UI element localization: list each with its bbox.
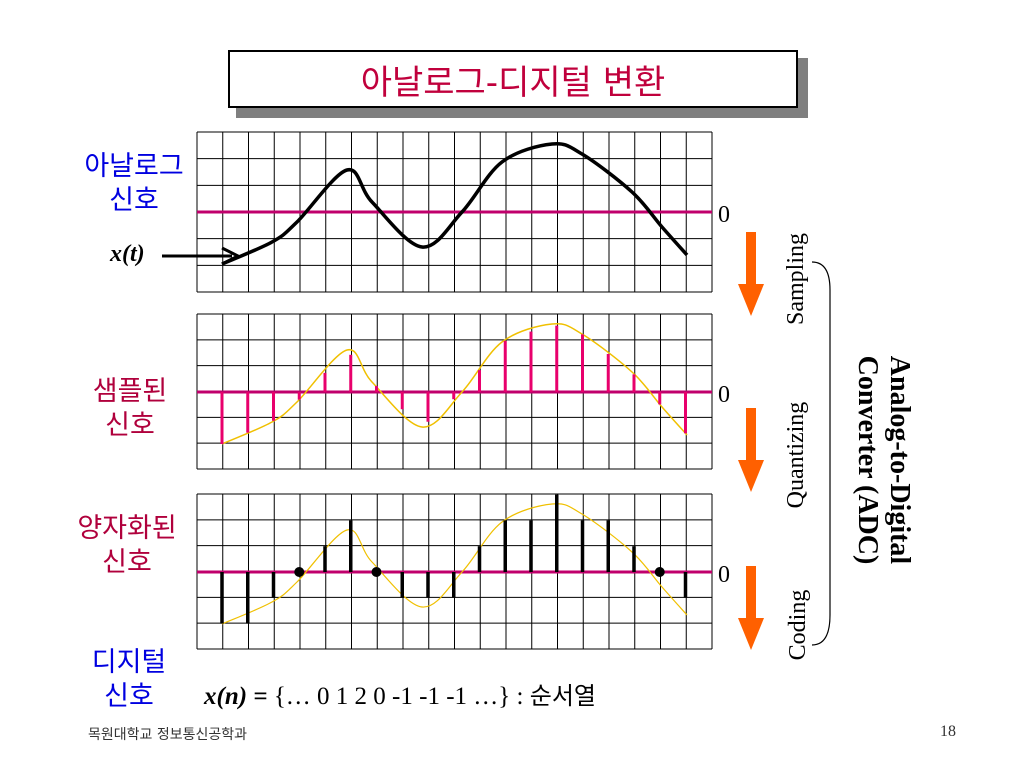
sampled-reference-curve: [221, 322, 688, 445]
xt-arrow-head: [221, 246, 242, 266]
arrow-shaft: [746, 408, 756, 462]
digital-label-line1: 디지털: [91, 647, 167, 678]
zero-label-sampled: 0: [718, 382, 730, 408]
arrow-head: [738, 618, 764, 650]
zero-label-quantized: 0: [718, 562, 730, 588]
process-arrow-2: [738, 408, 764, 492]
page-number: 18: [940, 723, 956, 740]
sequence-lhs: x(n) =: [204, 683, 268, 710]
arrow-shaft: [746, 566, 756, 620]
process-arrow-1: [738, 232, 764, 316]
analog-curve: [221, 141, 689, 266]
sequence-suffix: 순서열: [529, 682, 596, 710]
digital-signal-label: 디지털 신호: [54, 646, 204, 714]
sequence-line: x(n) = {… 0 1 2 0 -1 -1 -1 …} : 순서열: [204, 676, 596, 711]
quantized-signal-label: 양자화된 신호: [52, 512, 202, 580]
adc-brace: [811, 261, 831, 646]
signal-curves: [162, 141, 689, 625]
analog-label-line1: 아날로그: [84, 151, 184, 182]
sampled-signal-label: 샘플된 신호: [60, 375, 200, 443]
adc-bracket: [811, 261, 831, 646]
analog-signal-label: 아날로그 신호: [64, 150, 204, 218]
analog-label-line2: 신호: [109, 185, 159, 216]
sample-lines: [220, 325, 688, 624]
page-title: 아날로그-디지털 변환: [360, 62, 666, 103]
quantized-zero-dot: [294, 567, 305, 577]
arrow-head: [738, 460, 764, 492]
footer-university: 목원대학교 정보통신공학과: [88, 727, 248, 743]
process-arrows: [738, 232, 764, 650]
arrow-shaft: [746, 232, 756, 286]
quantized-label-line1: 양자화된: [77, 513, 177, 544]
xt-label: x(t): [110, 241, 145, 267]
quantized-reference-curve: [221, 503, 688, 625]
sampled-label-line2: 신호: [105, 410, 155, 441]
quantized-zero-dot: [371, 567, 382, 577]
quantized-zero-dot: [654, 567, 665, 577]
process-arrow-3: [738, 566, 764, 650]
title-box: 아날로그-디지털 변환: [228, 50, 798, 108]
zero-label-analog: 0: [718, 202, 730, 228]
sequence-body: {… 0 1 2 0 -1 -1 -1 …} :: [273, 683, 524, 710]
digital-label-line2: 신호: [104, 681, 154, 712]
quantized-label-line2: 신호: [102, 547, 152, 578]
sampled-label-line1: 샘플된: [92, 376, 168, 407]
arrow-head: [738, 284, 764, 316]
